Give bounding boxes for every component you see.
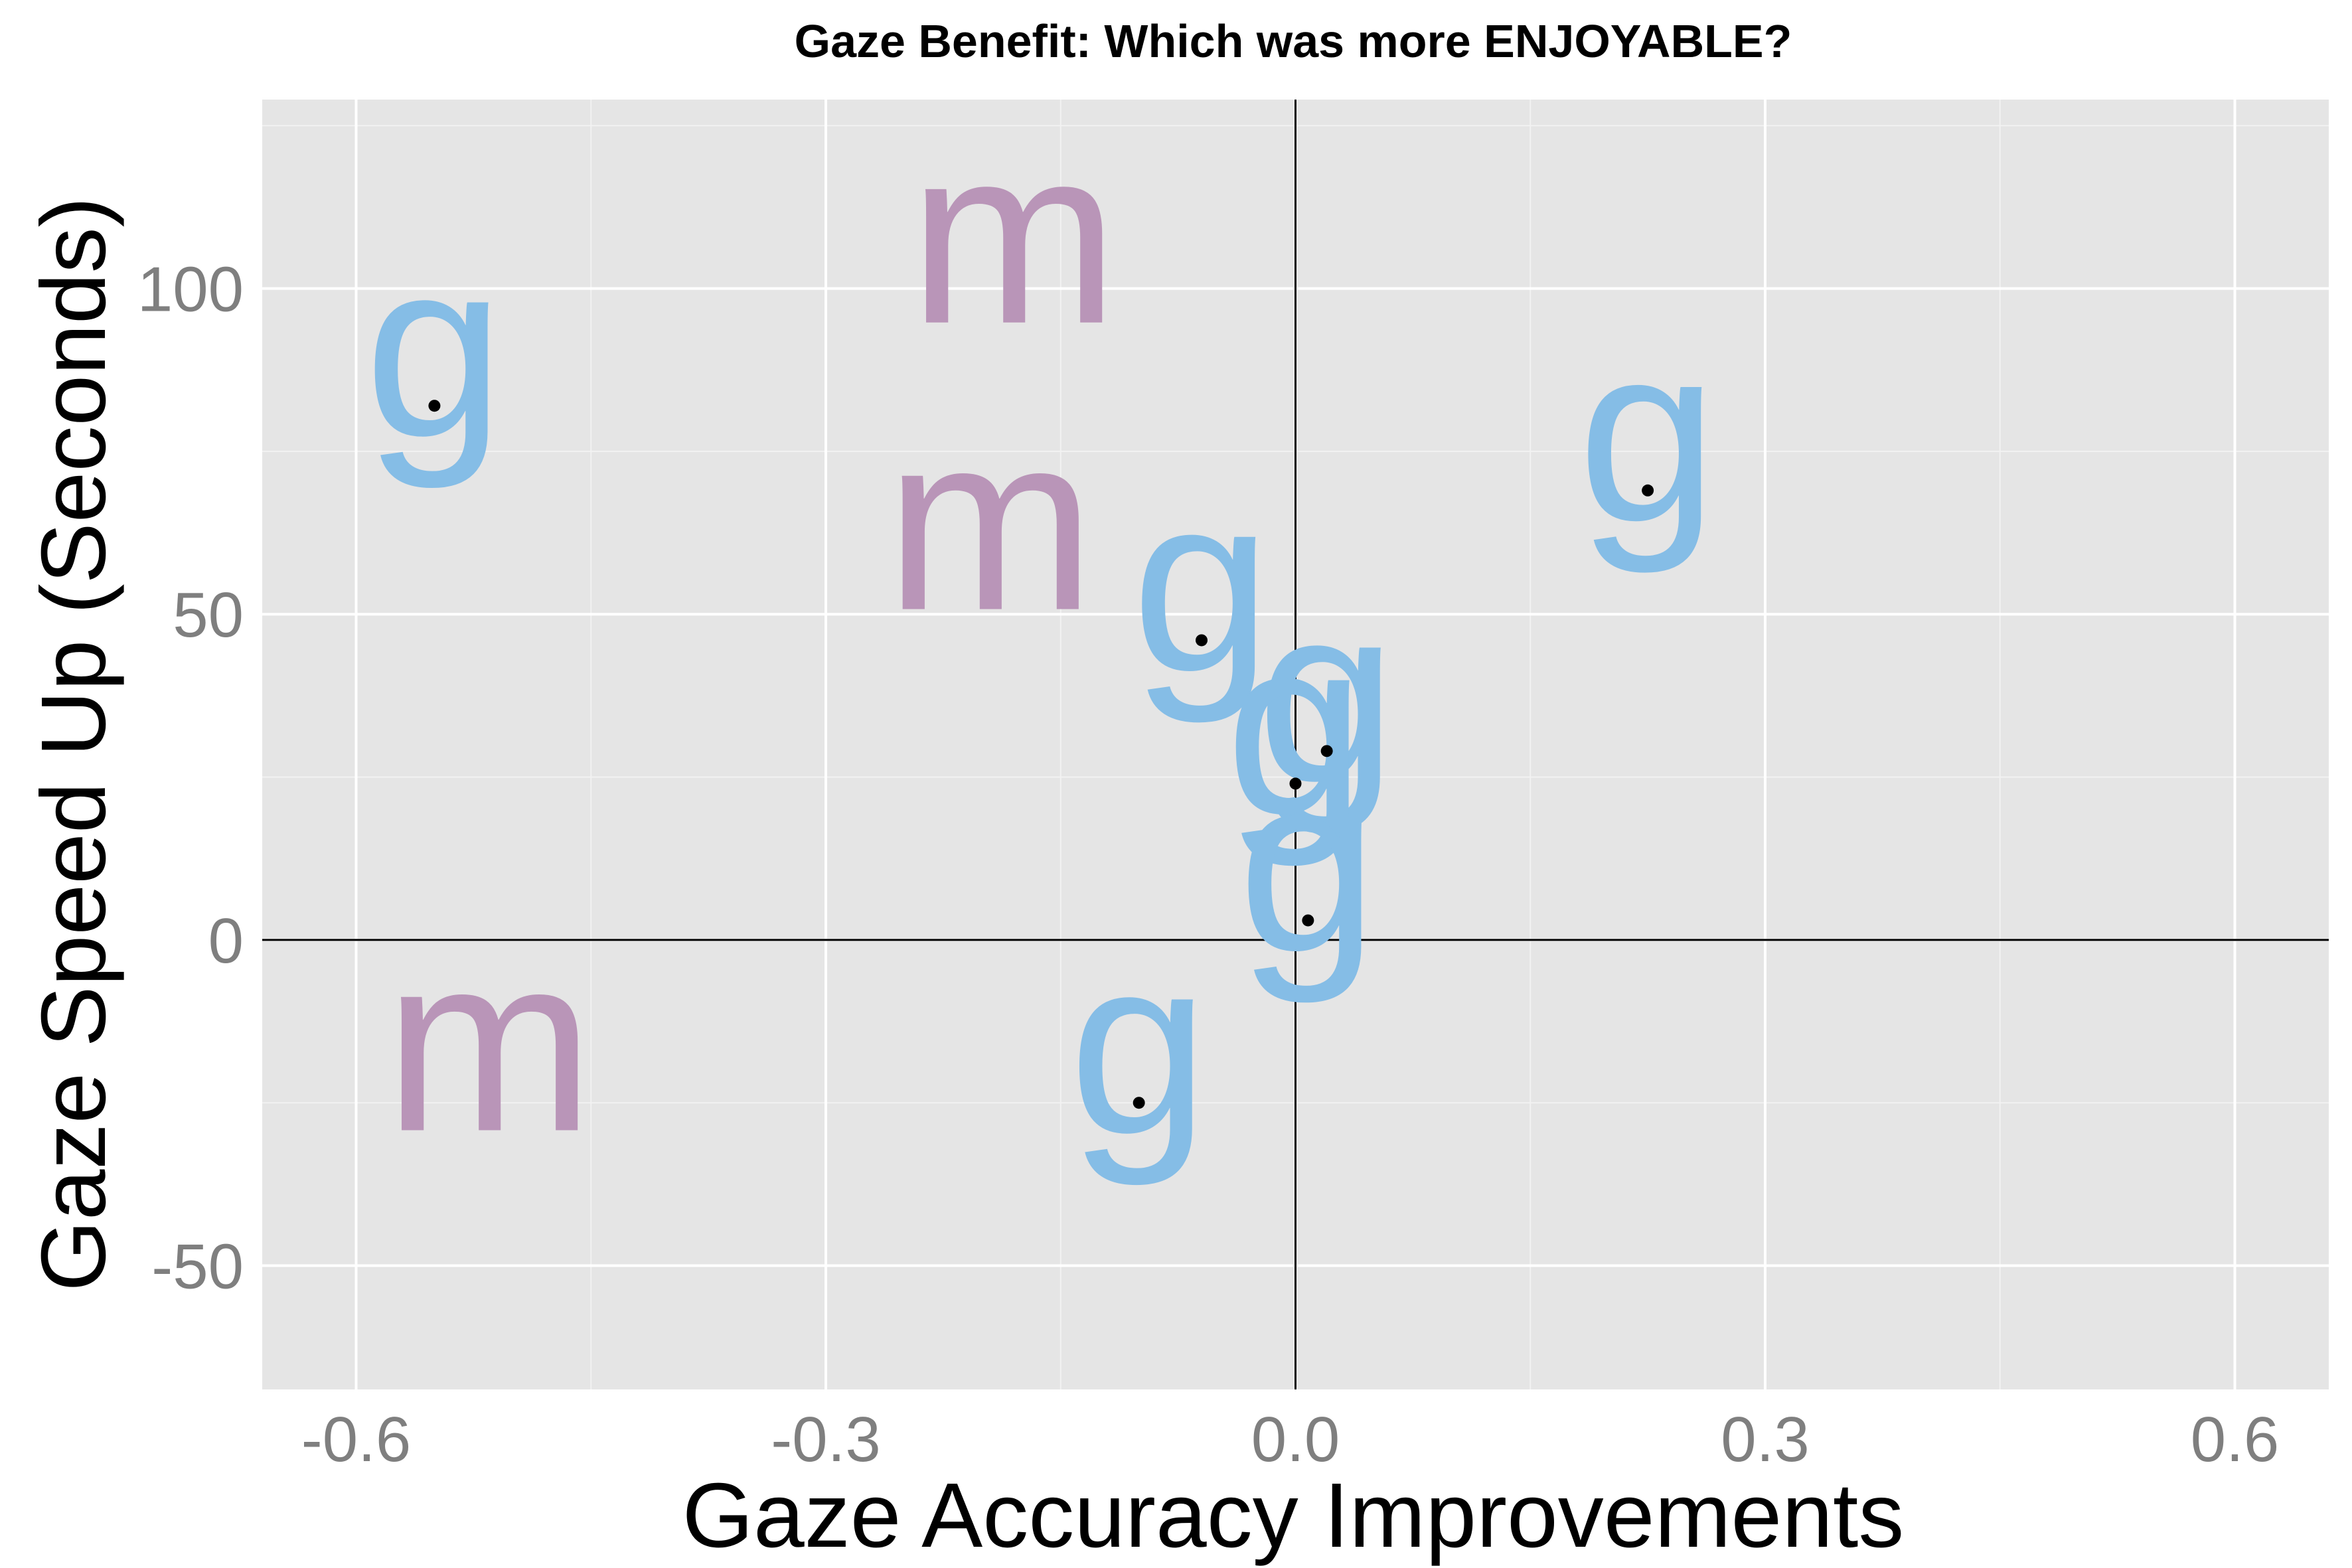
point-label-m: m	[384, 902, 595, 1184]
point-label-g: g	[1225, 585, 1366, 868]
data-points	[428, 400, 1654, 1109]
data-point	[1320, 745, 1333, 757]
point-label-g: g	[364, 207, 505, 491]
data-point	[1196, 634, 1208, 647]
x-tick-label: -0.3	[771, 1404, 880, 1475]
point-label-g: g	[1257, 552, 1397, 836]
y-axis-title: Gaze Speed Up (Seconds)	[23, 196, 125, 1291]
data-point	[428, 400, 441, 412]
point-label-m: m	[909, 94, 1119, 376]
point-label-g: g	[1131, 441, 1271, 725]
data-point	[1289, 777, 1302, 790]
y-tick-label: 50	[173, 580, 244, 651]
y-tick-label: -50	[151, 1231, 244, 1302]
chart-title: Gaze Benefit: Which was more ENJOYABLE?	[795, 15, 1792, 67]
point-label-m: m	[885, 380, 1095, 663]
data-point	[1133, 1097, 1145, 1109]
x-tick-label: 0.3	[1721, 1404, 1809, 1475]
y-tick-label: 100	[137, 254, 244, 325]
y-tick-label: 0	[208, 905, 244, 977]
data-point	[1642, 484, 1654, 497]
data-point	[1302, 914, 1314, 927]
point-label-g: g	[1577, 292, 1717, 576]
reference-lines	[262, 100, 2329, 1389]
x-axis-title: Gaze Accuracy Improvements	[682, 1464, 1905, 1567]
x-axis-tick-labels: -0.6 -0.3 0.0 0.3 0.6	[301, 1404, 2279, 1475]
point-label-g: g	[1069, 904, 1209, 1188]
point-label-g: g	[1238, 722, 1378, 1005]
x-tick-label: -0.6	[301, 1404, 411, 1475]
y-axis-tick-labels: -50 0 50 100	[137, 254, 244, 1302]
x-tick-label: 0.6	[2191, 1404, 2279, 1475]
x-tick-label: 0.0	[1251, 1404, 1340, 1475]
